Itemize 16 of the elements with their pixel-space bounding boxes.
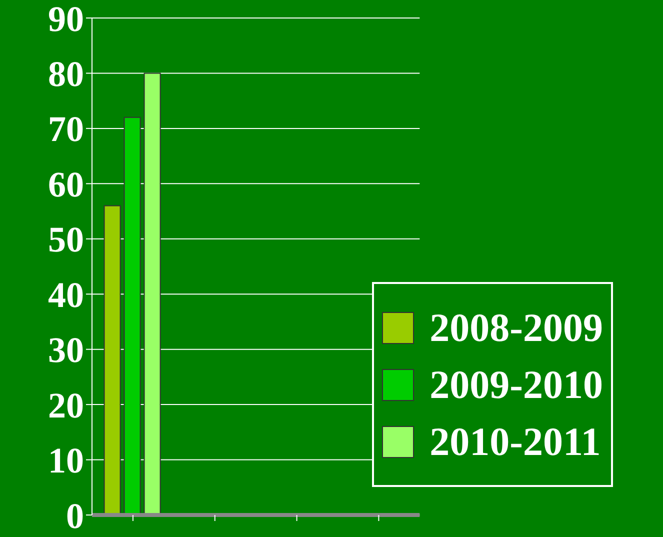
y-tick-label: 50 [48, 220, 84, 260]
y-tick-label: 30 [48, 330, 84, 370]
y-tick-label: 10 [48, 440, 84, 481]
bar [104, 205, 121, 515]
y-tick-label: 80 [48, 54, 84, 94]
y-tick-label: 20 [48, 385, 84, 426]
bar [144, 72, 161, 515]
legend-label: 2010-2011 [430, 418, 601, 465]
legend-label: 2008-2009 [430, 304, 603, 351]
y-tick-label: 90 [48, 0, 84, 39]
y-tick-label: 40 [48, 274, 84, 315]
y-tick-label: 70 [48, 109, 84, 150]
y-tick-label: 60 [48, 164, 84, 204]
legend-label: 2009-2010 [430, 361, 603, 408]
y-tick-label: 0 [66, 496, 84, 536]
bar [124, 116, 141, 515]
